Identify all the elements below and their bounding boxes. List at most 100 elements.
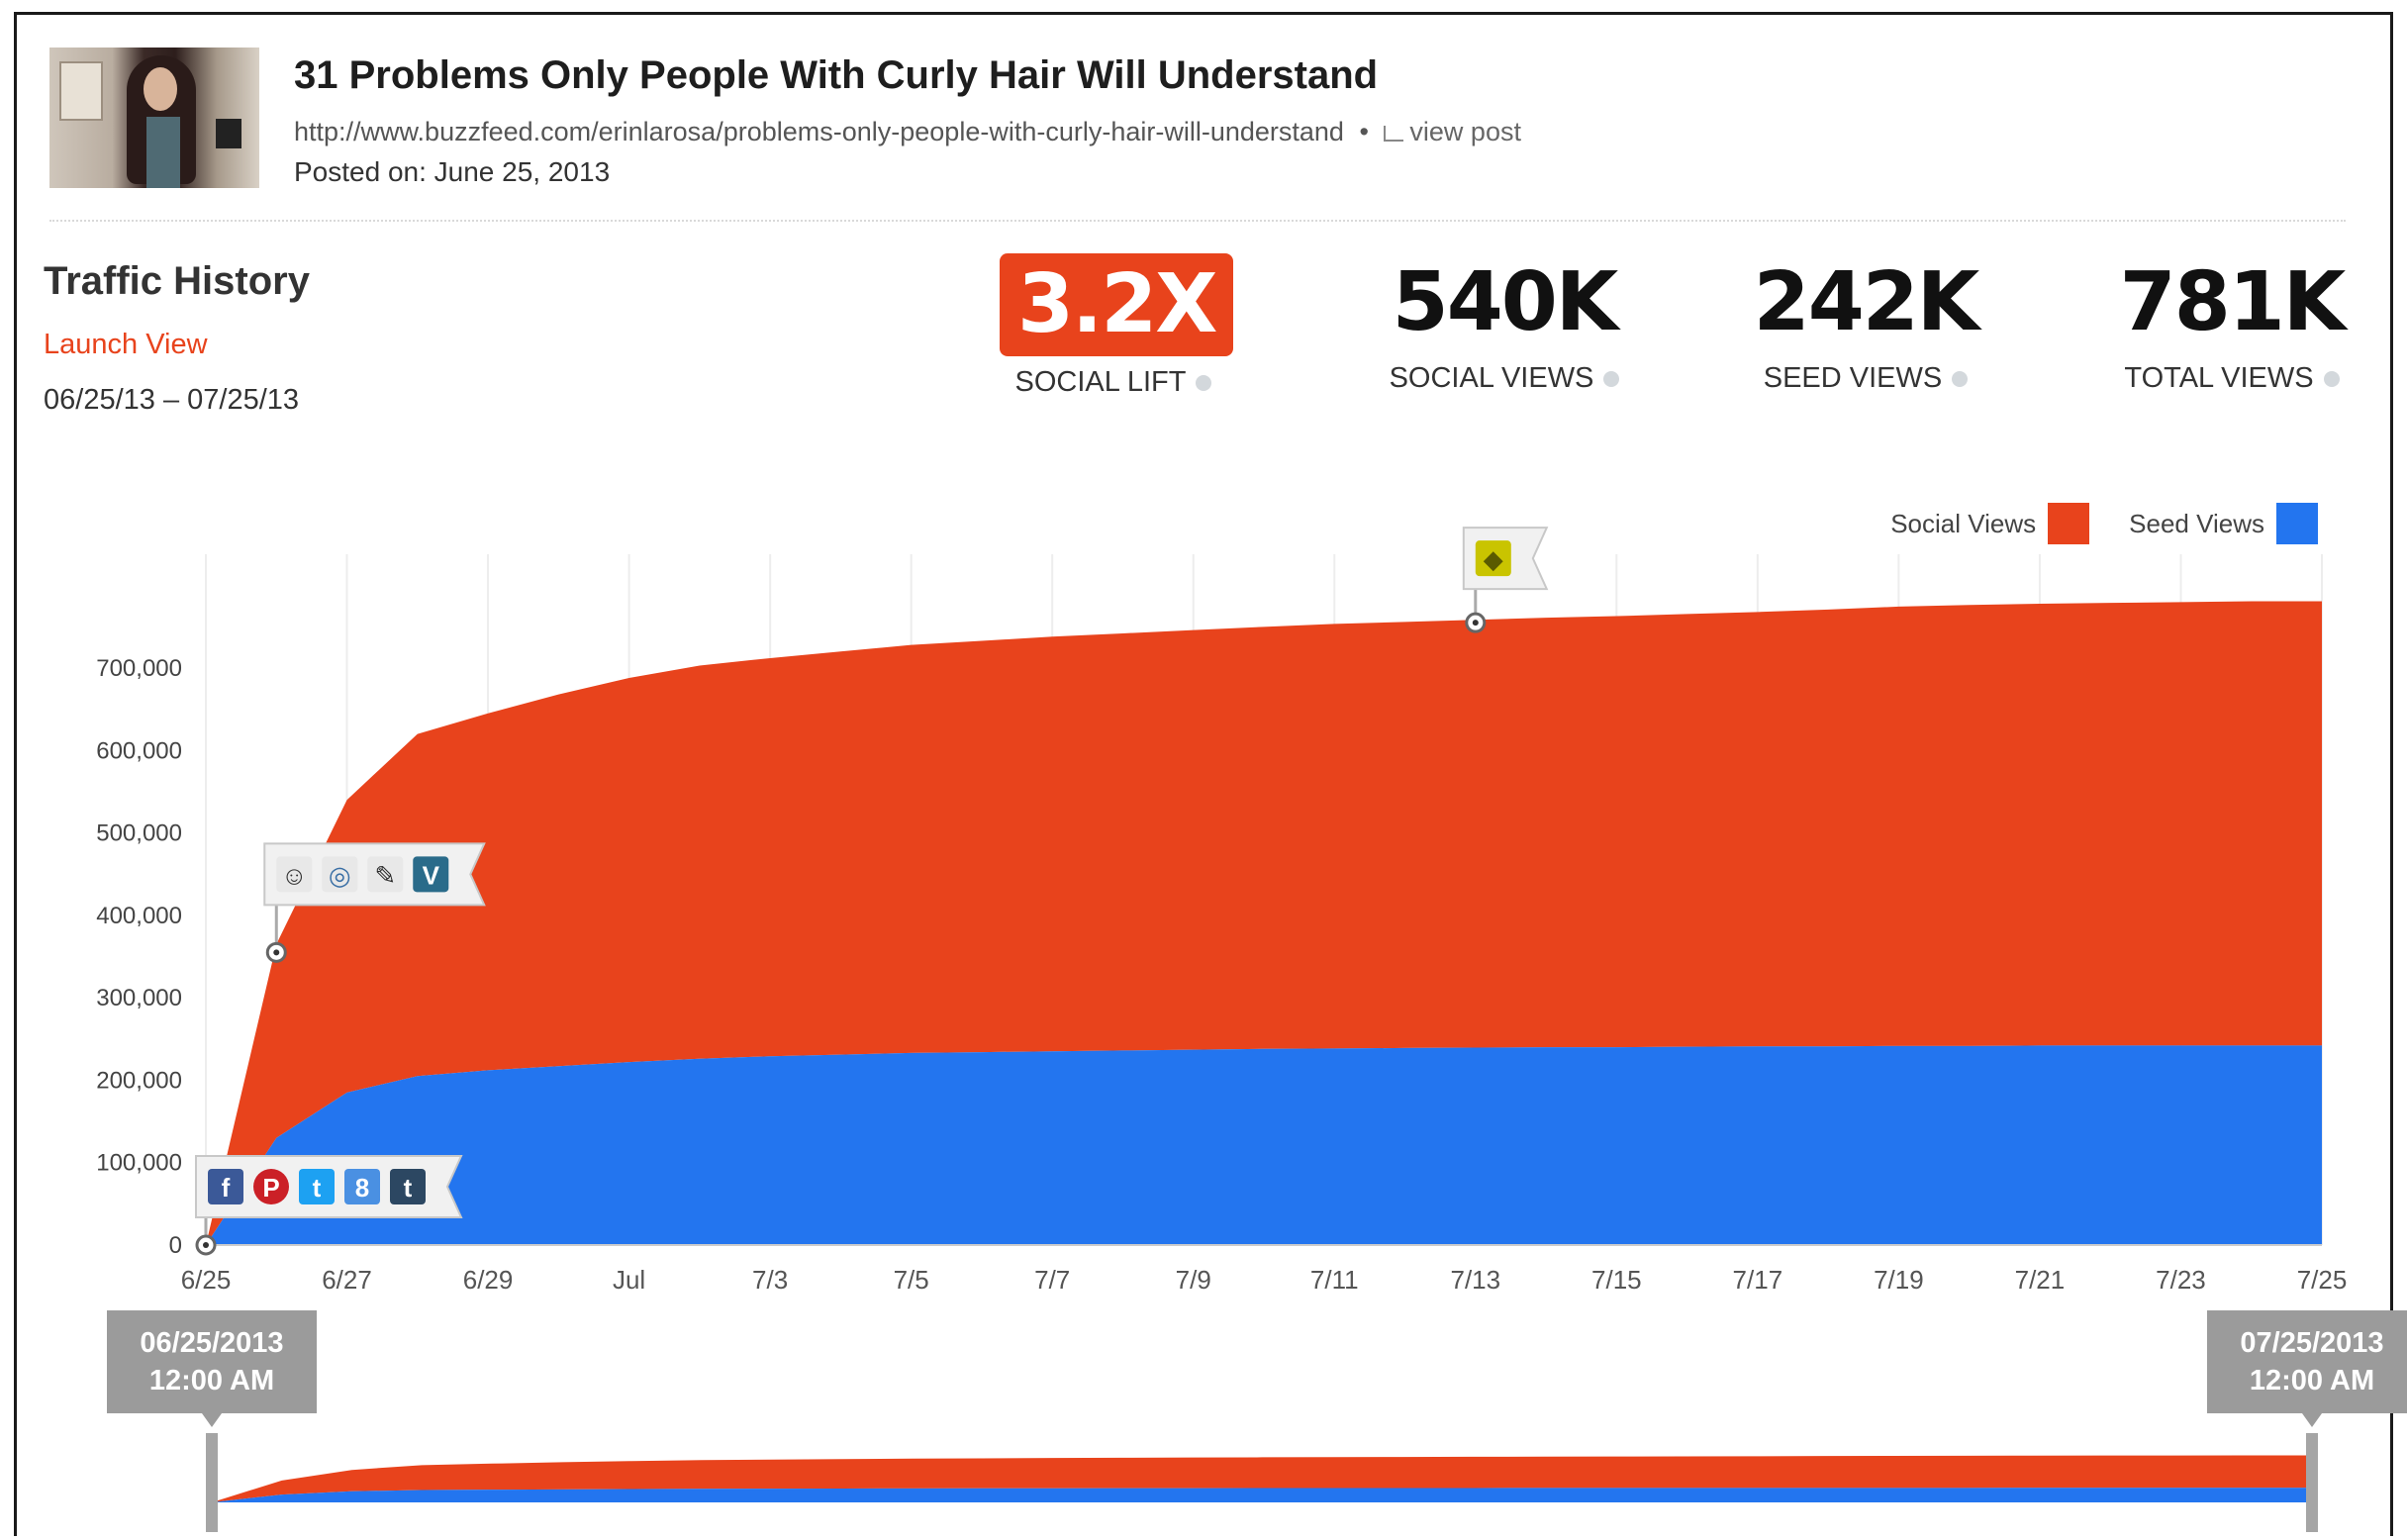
view-post-link[interactable]: view post [1384, 117, 1521, 146]
info-icon[interactable] [2323, 371, 2340, 388]
url-separator: • [1359, 117, 1369, 146]
facebook-icon-glyph: f [222, 1173, 231, 1203]
flag-badge-icon: ◆ [1475, 540, 1511, 577]
info-icon[interactable] [1196, 375, 1212, 392]
total-views-value: 781K [2119, 255, 2347, 349]
range-end-time: 12:00 AM [2249, 1365, 2375, 1396]
x-tick-label: 7/9 [1176, 1265, 1211, 1295]
chart-legend: Social Views Seed Views [1869, 503, 2318, 544]
external-link-icon [1384, 125, 1404, 142]
traffic-history-title: Traffic History [44, 259, 310, 303]
globe-icon-glyph: ◎ [329, 860, 351, 890]
google-plus-icon: 8 [344, 1169, 380, 1204]
seed-views-value: 242K [1753, 255, 1980, 349]
x-tick-label: 7/5 [894, 1265, 929, 1295]
globe-icon: ◎ [322, 856, 358, 893]
post-url-row: http://www.buzzfeed.com/erinlarosa/probl… [294, 117, 1521, 147]
navigator-area-seed [212, 1488, 2312, 1502]
total-views-label: TOTAL VIEWS [2124, 362, 2314, 394]
legend-swatch-social [2048, 503, 2090, 544]
pencil-icon-shape [367, 856, 404, 893]
google-plus-icon-glyph: 8 [355, 1173, 369, 1203]
legend-label-seed: Seed Views [2129, 508, 2264, 538]
info-icon[interactable] [1952, 371, 1969, 388]
twitter-icon: t [299, 1169, 335, 1204]
facebook-icon: f [208, 1169, 243, 1204]
range-end-date: 07/25/2013 [2240, 1327, 2384, 1359]
pinterest-icon: P [253, 1169, 289, 1204]
posted-date: Posted on: June 25, 2013 [294, 156, 611, 187]
view-post-label: view post [1409, 117, 1521, 146]
vine-icon-shape [413, 856, 449, 893]
flag-badge-icon-shape [1475, 540, 1511, 577]
chart-areas [206, 601, 2322, 1245]
y-tick-label: 400,000 [96, 903, 182, 929]
vine-icon-glyph: V [423, 860, 440, 890]
range-navigator [212, 1455, 2312, 1502]
marker-point-dot [1472, 620, 1479, 626]
launch-view-link[interactable]: Launch View [44, 329, 208, 360]
globe-icon-shape [322, 856, 358, 893]
reddit-icon: ☺ [276, 856, 313, 893]
stat-total-views: 781K TOTAL VIEWS [2108, 253, 2356, 395]
x-tick-label: 7/3 [752, 1265, 788, 1295]
range-end-handle[interactable]: 07/25/2013 12:00 AM [2207, 1310, 2407, 1427]
stat-social-lift: 3.2X SOCIAL LIFT [1000, 253, 1234, 399]
area-social-views [206, 601, 2322, 1245]
y-tick-label: 500,000 [96, 820, 182, 847]
twitter-icon-glyph: t [313, 1173, 322, 1203]
range-start-bar[interactable] [206, 1433, 218, 1532]
marker-point-dot [273, 949, 280, 956]
x-tick-label: 6/25 [181, 1265, 232, 1295]
x-tick-label: 7/15 [1591, 1265, 1642, 1295]
x-axis: 6/25 6/27 6/29 Jul 7/3 7/5 7/7 7/9 7/11 7/13 7/15 7… [181, 1244, 2348, 1295]
x-tick-label: 7/21 [2015, 1265, 2066, 1295]
x-tick-label: 7/17 [1733, 1265, 1783, 1295]
range-start-time: 12:00 AM [148, 1365, 275, 1396]
seed-views-label: SEED VIEWS [1763, 362, 1943, 394]
facebook-icon-shape [208, 1169, 243, 1204]
y-tick-label: 600,000 [96, 737, 182, 764]
legend-label-social: Social Views [1890, 508, 2037, 538]
x-tick-label: 6/27 [322, 1265, 372, 1295]
pencil-icon: ✎ [367, 856, 404, 893]
google-plus-icon-shape [344, 1169, 380, 1204]
post-thumbnail[interactable] [49, 48, 259, 188]
tumblr-icon-glyph: t [404, 1173, 413, 1203]
report-frame [14, 12, 2393, 1536]
y-tick-label: 200,000 [96, 1067, 182, 1094]
stat-seed-views: 242K SEED VIEWS [1742, 253, 1989, 395]
social-lift-label: SOCIAL LIFT [1014, 366, 1187, 398]
range-start-handle[interactable]: 06/25/2013 12:00 AM [107, 1310, 317, 1427]
x-tick-label: 7/25 [2297, 1265, 2348, 1295]
x-tick-label: 7/23 [2156, 1265, 2206, 1295]
post-title[interactable]: 31 Problems Only People With Curly Hair … [294, 53, 1379, 97]
vine-icon: V [413, 856, 449, 893]
marker-point-dot [203, 1242, 209, 1248]
y-tick-label: 0 [169, 1232, 182, 1259]
reddit-icon-glyph: ☺ [281, 860, 308, 890]
x-tick-label: 7/7 [1034, 1265, 1070, 1295]
y-tick-label: 300,000 [96, 985, 182, 1011]
legend-item-seed[interactable]: Seed Views [2129, 503, 2318, 544]
tumblr-icon: t [390, 1169, 426, 1204]
legend-swatch-seed [2276, 503, 2318, 544]
reddit-icon-shape [276, 856, 313, 893]
post-url[interactable]: http://www.buzzfeed.com/erinlarosa/probl… [294, 117, 1344, 146]
marker-flag: ◆ [1462, 527, 1549, 633]
range-end-bar[interactable] [2306, 1433, 2318, 1532]
social-views-label: SOCIAL VIEWS [1389, 362, 1594, 394]
y-tick-label: 100,000 [96, 1150, 182, 1177]
info-icon[interactable] [1603, 371, 1620, 388]
pinterest-icon-glyph: P [262, 1173, 279, 1203]
legend-item-social[interactable]: Social Views [1890, 503, 2090, 544]
x-tick-label: 7/13 [1450, 1265, 1500, 1295]
navigator-area-social [212, 1455, 2312, 1502]
tumblr-icon-shape [390, 1169, 426, 1204]
pinterest-icon-shape [253, 1169, 289, 1204]
divider [49, 220, 2346, 222]
y-tick-label: 700,000 [96, 655, 182, 682]
